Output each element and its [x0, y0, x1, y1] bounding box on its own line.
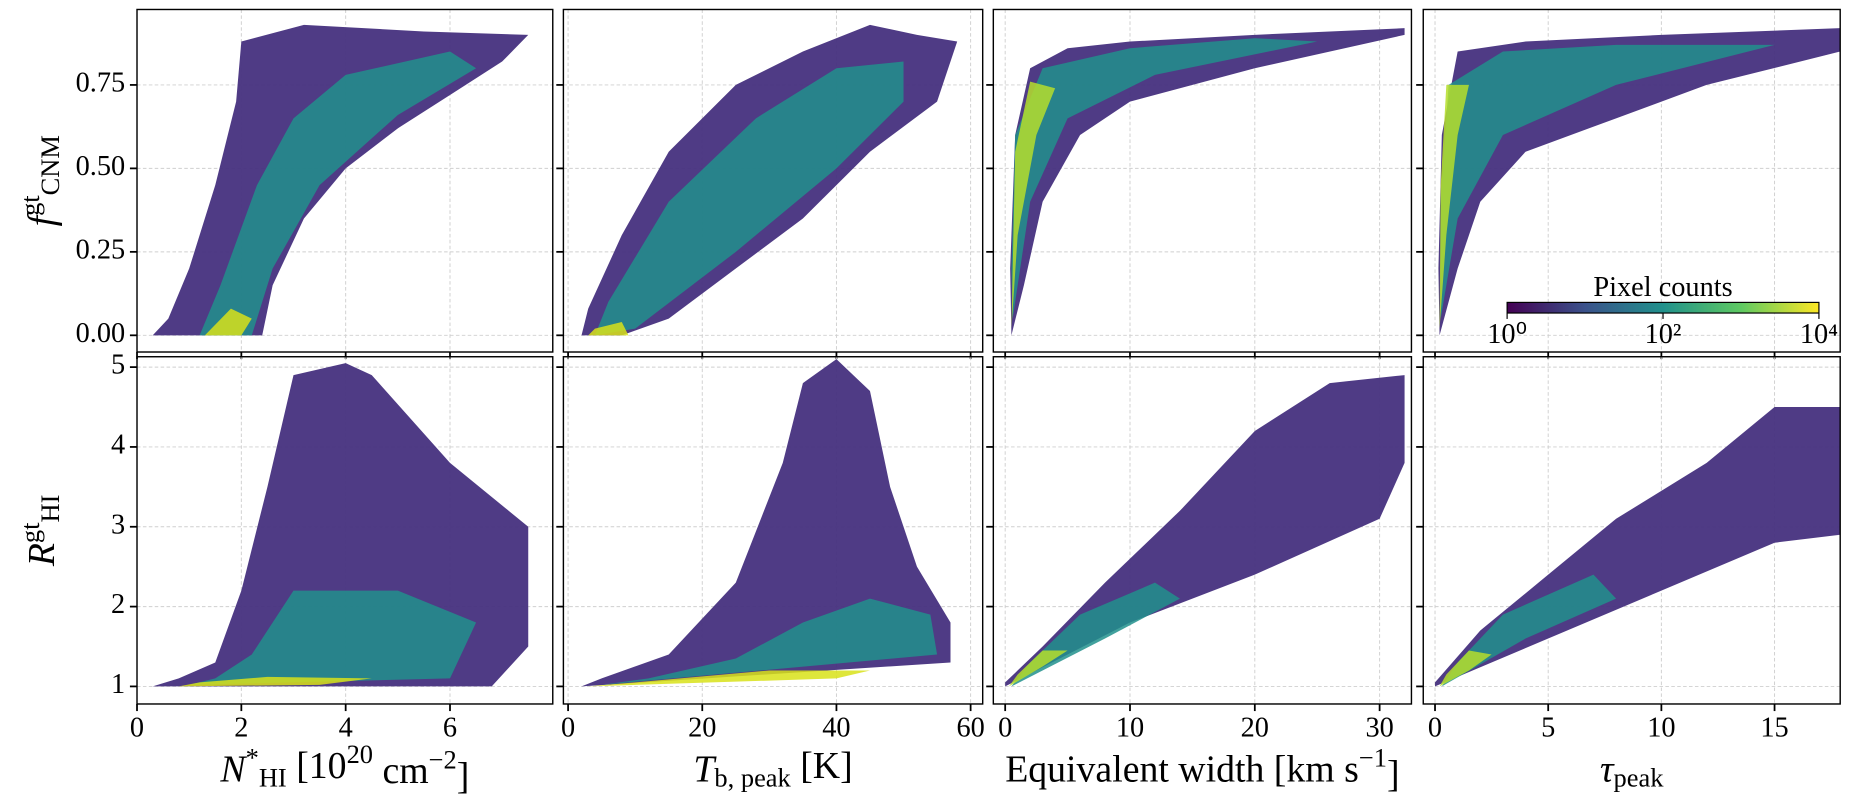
density-region: [588, 670, 870, 687]
y-tick-label: 1: [111, 669, 125, 700]
x-tick-label: 10: [1647, 712, 1675, 743]
x-tick-label: 60: [956, 712, 984, 743]
y-axis-label: fgtCNM: [15, 135, 65, 226]
density-region: [588, 321, 629, 336]
label-part: *: [246, 743, 259, 773]
hexbin-density: [581, 24, 958, 336]
hexbin-density: [1435, 407, 1841, 687]
density-region: [1439, 650, 1492, 687]
panel-frame: [562, 8, 984, 353]
colorbar-tick-label: 10⁴: [1800, 319, 1838, 350]
label-part: [10: [287, 745, 347, 787]
y-tick-label: 5: [111, 350, 125, 381]
panel-frame: [136, 356, 554, 705]
label-part: cm: [373, 750, 429, 792]
y-tick-label: 0.00: [76, 318, 126, 349]
label-part: HI: [259, 762, 287, 792]
x-tick-label: 5: [1541, 712, 1555, 743]
x-tick-label: 10: [1116, 712, 1144, 743]
x-tick-label: 4: [339, 712, 353, 743]
label-part: T: [693, 748, 717, 790]
label-part: R: [21, 543, 63, 567]
y-tick-label: 0.75: [76, 67, 126, 98]
y-tick-label: 4: [111, 429, 125, 460]
density-region: [1439, 84, 1469, 329]
label-part: ]: [1387, 753, 1400, 795]
y-tick-label: 3: [111, 509, 125, 540]
hexbin-density: [152, 24, 529, 336]
panel-frame: [136, 8, 554, 353]
colorbar-label: Pixel counts: [1593, 272, 1732, 303]
x-tick-label: 20: [688, 712, 716, 743]
panel-frame: [562, 356, 984, 705]
hexbin-density: [581, 359, 951, 687]
x-tick-label: 6: [443, 712, 457, 743]
label-part: −2: [429, 744, 457, 774]
x-axis-label: Tb, peak [K]: [693, 745, 852, 793]
x-tick-label: 0: [998, 712, 1012, 743]
x-axis-label: τpeak: [1600, 748, 1664, 792]
hexbin-density: [1005, 375, 1405, 687]
x-tick-label: 40: [822, 712, 850, 743]
density-region: [1008, 650, 1068, 687]
label-part: −1: [1359, 743, 1387, 773]
label-part: HI: [35, 495, 65, 523]
density-region: [189, 590, 477, 685]
x-tick-label: 20: [1241, 712, 1269, 743]
colorbar-tick-label: 10⁰: [1487, 319, 1527, 350]
density-region: [204, 308, 252, 336]
panel-frame: [1422, 8, 1841, 353]
label-part: [K]: [791, 745, 853, 787]
label-part: 20: [347, 739, 373, 769]
density-region: [199, 51, 477, 336]
y-tick-label: 0.50: [76, 151, 126, 182]
hexbin-density: [152, 363, 529, 687]
label-part: gt: [15, 195, 45, 216]
label-part: b, peak: [714, 762, 791, 792]
label-part: f: [21, 211, 63, 226]
label-part: peak: [1614, 762, 1665, 792]
hexbin-density: [1438, 28, 1841, 336]
x-tick-label: 15: [1760, 712, 1788, 743]
density-region: [1011, 81, 1056, 329]
x-axis-label: Equivalent width [km s−1]: [1005, 743, 1399, 796]
density-region: [601, 598, 938, 685]
x-tick-label: 0: [1428, 712, 1442, 743]
y-tick-label: 2: [111, 589, 125, 620]
density-region: [1440, 44, 1775, 319]
panel-frame: [992, 8, 1413, 353]
panel-frame: [1422, 356, 1841, 705]
y-axis-label: RgtHI: [15, 495, 65, 568]
x-tick-label: 30: [1365, 712, 1393, 743]
x-axis-label: N*HI [1020 cm−2]: [219, 739, 469, 797]
x-tick-label: 2: [234, 712, 248, 743]
density-region: [594, 61, 904, 336]
density-region: [152, 24, 529, 336]
hexbin-density: [1010, 28, 1405, 336]
panel-frame: [992, 356, 1413, 705]
label-part: CNM: [35, 135, 65, 195]
y-tick-label: 0.25: [76, 234, 126, 265]
colorbar-tick-label: 10²: [1645, 319, 1682, 350]
label-part: τ: [1600, 748, 1615, 790]
label-part: N: [219, 748, 247, 790]
x-tick-label: 0: [130, 712, 144, 743]
label-part: Equivalent width [km s: [1005, 748, 1359, 790]
label-part: ]: [457, 755, 470, 797]
label-part: gt: [15, 522, 45, 543]
x-tick-label: 0: [561, 712, 575, 743]
colorbar: [1506, 301, 1820, 314]
density-region: [178, 676, 372, 687]
density-region: [1011, 582, 1180, 687]
density-region: [1010, 28, 1405, 336]
